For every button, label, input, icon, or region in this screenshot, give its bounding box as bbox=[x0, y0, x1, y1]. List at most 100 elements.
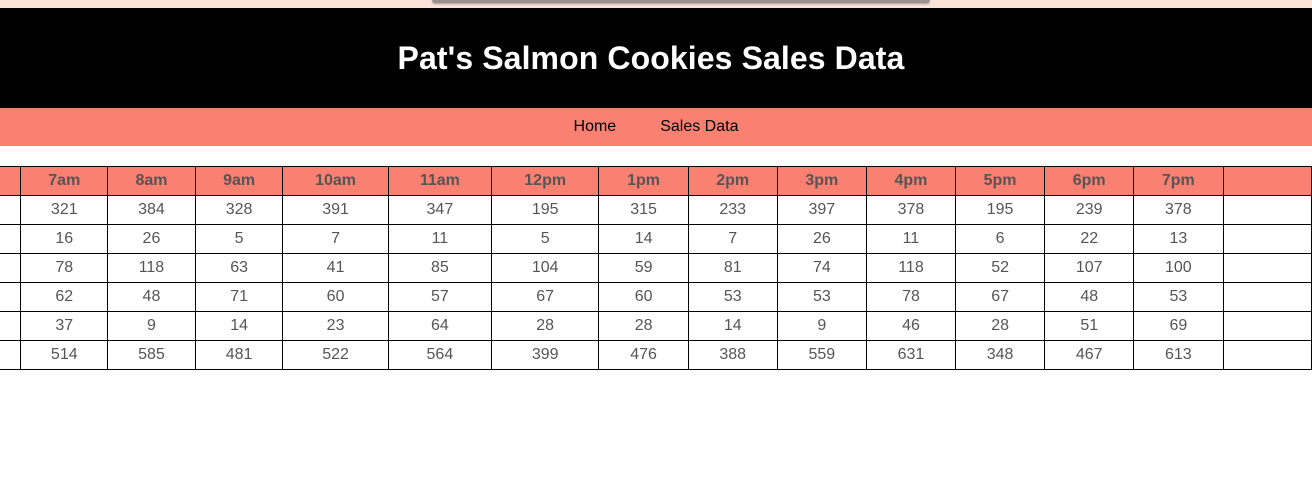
table-cell: 53 bbox=[688, 283, 777, 312]
table-cell: 85 bbox=[388, 254, 491, 283]
table-cell: 14 bbox=[195, 312, 283, 341]
table-cell bbox=[1223, 196, 1311, 225]
table-row: 37 9 14 23 64 28 28 14 9 46 28 51 69 bbox=[0, 312, 1312, 341]
table-cell: 100 bbox=[1134, 254, 1224, 283]
table-cell: 195 bbox=[955, 196, 1045, 225]
table-cell: 22 bbox=[1045, 225, 1134, 254]
table-cell: 476 bbox=[599, 341, 689, 370]
table-cell: 585 bbox=[108, 341, 196, 370]
main-nav: Home Sales Data bbox=[0, 108, 1312, 146]
table-cell: 559 bbox=[777, 341, 867, 370]
table-cell: 631 bbox=[867, 341, 956, 370]
table-cell: 28 bbox=[492, 312, 599, 341]
table-cell: 53 bbox=[1134, 283, 1224, 312]
table-cell: 104 bbox=[492, 254, 599, 283]
table-cell: 57 bbox=[388, 283, 491, 312]
table-cell: 59 bbox=[599, 254, 689, 283]
table-cell: 53 bbox=[777, 283, 867, 312]
table-header-row: 7am 8am 9am 10am 11am 12pm 1pm 2pm 3pm 4pm 5pm 6pm 7… bbox=[0, 167, 1312, 196]
table-cell: 11 bbox=[388, 225, 491, 254]
table-cell: 118 bbox=[867, 254, 956, 283]
table-cell: 397 bbox=[777, 196, 867, 225]
table-cell: 28 bbox=[599, 312, 689, 341]
table-cell: 5 bbox=[492, 225, 599, 254]
table-row: 514 585 481 522 564 399 476 388 559 631 348 467 613 bbox=[0, 341, 1312, 370]
table-cell bbox=[1223, 283, 1311, 312]
table-cell: 14 bbox=[599, 225, 689, 254]
table-cell: 328 bbox=[195, 196, 283, 225]
table-cell: 63 bbox=[195, 254, 283, 283]
column-header: 8am bbox=[108, 167, 196, 196]
table-row: 62 48 71 60 57 67 60 53 53 78 67 48 53 bbox=[0, 283, 1312, 312]
table-cell: 67 bbox=[492, 283, 599, 312]
table-cell: 378 bbox=[867, 196, 956, 225]
site-header: Pat's Salmon Cookies Sales Data bbox=[0, 8, 1312, 108]
table-cell bbox=[0, 225, 21, 254]
page-title: Pat's Salmon Cookies Sales Data bbox=[398, 40, 915, 77]
table-cell: 347 bbox=[388, 196, 491, 225]
column-header: 4pm bbox=[867, 167, 956, 196]
column-header: 11am bbox=[388, 167, 491, 196]
table-cell bbox=[1223, 341, 1311, 370]
column-header: 3pm bbox=[777, 167, 867, 196]
table-cell: 46 bbox=[867, 312, 956, 341]
column-header: 12pm bbox=[492, 167, 599, 196]
table-cell: 26 bbox=[108, 225, 196, 254]
column-header: 5pm bbox=[955, 167, 1045, 196]
table-cell: 64 bbox=[388, 312, 491, 341]
table-cell: 391 bbox=[283, 196, 388, 225]
table-cell: 16 bbox=[21, 225, 108, 254]
table-cell: 467 bbox=[1045, 341, 1134, 370]
table-cell: 81 bbox=[688, 254, 777, 283]
table-cell bbox=[0, 341, 21, 370]
table-cell bbox=[0, 254, 21, 283]
table-row: 321 384 328 391 347 195 315 233 397 378 195 239 378 bbox=[0, 196, 1312, 225]
table-cell: 233 bbox=[688, 196, 777, 225]
table-cell: 378 bbox=[1134, 196, 1224, 225]
table-cell: 51 bbox=[1045, 312, 1134, 341]
table-cell: 71 bbox=[195, 283, 283, 312]
table-cell: 481 bbox=[195, 341, 283, 370]
table-cell: 48 bbox=[1045, 283, 1134, 312]
table-body: 321 384 328 391 347 195 315 233 397 378 195 239 378 1… bbox=[0, 196, 1312, 370]
table-cell: 613 bbox=[1134, 341, 1224, 370]
table-cell: 5 bbox=[195, 225, 283, 254]
table-cell bbox=[0, 283, 21, 312]
table-cell: 9 bbox=[108, 312, 196, 341]
table-cell: 9 bbox=[777, 312, 867, 341]
table-cell: 195 bbox=[492, 196, 599, 225]
table-cell: 388 bbox=[688, 341, 777, 370]
table-cell: 11 bbox=[867, 225, 956, 254]
column-header: 6pm bbox=[1045, 167, 1134, 196]
table-cell bbox=[1223, 254, 1311, 283]
table-cell: 69 bbox=[1134, 312, 1224, 341]
table-cell: 60 bbox=[599, 283, 689, 312]
table-cell: 67 bbox=[955, 283, 1045, 312]
table-cell: 522 bbox=[283, 341, 388, 370]
nav-link-home[interactable]: Home bbox=[574, 118, 617, 136]
table-cell: 514 bbox=[21, 341, 108, 370]
nav-link-sales-data[interactable]: Sales Data bbox=[660, 118, 738, 136]
column-header bbox=[1223, 167, 1311, 196]
table-cell: 62 bbox=[21, 283, 108, 312]
table-cell: 37 bbox=[21, 312, 108, 341]
table-cell bbox=[0, 196, 21, 225]
table-cell: 14 bbox=[688, 312, 777, 341]
table-cell: 564 bbox=[388, 341, 491, 370]
table-cell bbox=[1223, 225, 1311, 254]
table-cell: 78 bbox=[867, 283, 956, 312]
table-cell: 48 bbox=[108, 283, 196, 312]
table-cell: 28 bbox=[955, 312, 1045, 341]
table-cell: 399 bbox=[492, 341, 599, 370]
table-cell: 6 bbox=[955, 225, 1045, 254]
column-header: 2pm bbox=[688, 167, 777, 196]
table-cell bbox=[1223, 312, 1311, 341]
sales-table: 7am 8am 9am 10am 11am 12pm 1pm 2pm 3pm 4pm 5pm 6pm 7… bbox=[0, 166, 1312, 370]
column-header bbox=[0, 167, 21, 196]
column-header: 7am bbox=[21, 167, 108, 196]
table-cell: 239 bbox=[1045, 196, 1134, 225]
column-header: 1pm bbox=[599, 167, 689, 196]
table-cell: 107 bbox=[1045, 254, 1134, 283]
table-cell: 7 bbox=[688, 225, 777, 254]
table-cell: 118 bbox=[108, 254, 196, 283]
